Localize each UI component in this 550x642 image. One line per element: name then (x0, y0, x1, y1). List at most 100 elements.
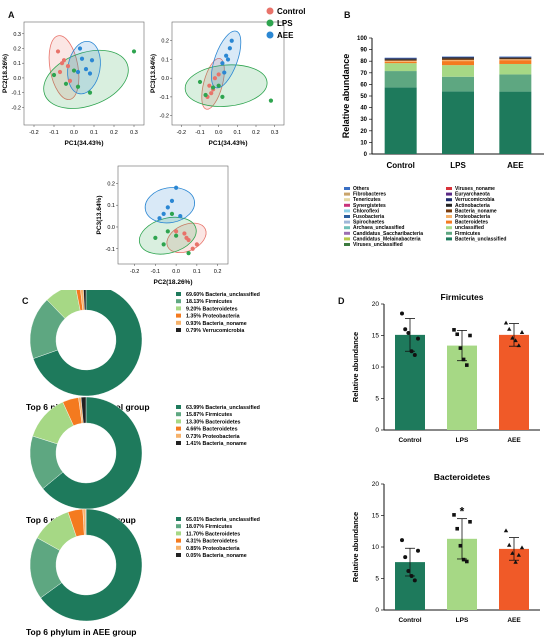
donut-slice-verrucomicrobia (83, 290, 87, 311)
y-tick-label: 40 (360, 106, 367, 112)
x-tick-label: -0.2 (130, 269, 139, 275)
y-tick-label: 10 (372, 544, 380, 551)
legend-label: 0.93% Bacteria_noname (186, 321, 247, 327)
data-point-lps (210, 85, 216, 90)
legend-label: 1.41% Bacteria_noname (186, 441, 247, 447)
bar-segment-firmicutes (499, 74, 532, 92)
panel-label-b: B (344, 10, 351, 20)
data-point-control (216, 72, 221, 77)
bar-segment-proteobacteria (442, 59, 474, 62)
legend-label: Euryarchaeota (455, 192, 490, 198)
legend-swatch (344, 203, 350, 207)
legend-swatch (446, 209, 452, 213)
legend-swatch (344, 237, 350, 241)
donut-slice-bacteria-noname (80, 396, 87, 424)
x-tick-label: 0.0 (70, 130, 78, 136)
x-tick-label: 0.3 (271, 130, 279, 136)
sample-point-square (468, 520, 472, 524)
category-label: AEE (507, 617, 521, 624)
bar-segment-firmicutes (384, 71, 417, 88)
data-point-aee (169, 198, 175, 203)
sample-point-circle (400, 311, 404, 316)
legend-label: Fusobacteria (353, 214, 384, 220)
x-tick-label: -0.2 (177, 130, 186, 136)
x-tick-label: -0.1 (195, 130, 204, 136)
confidence-ellipse-lps (43, 49, 129, 109)
data-point-aee (83, 66, 89, 72)
bar-segment-bacteria_noname (384, 59, 417, 61)
y-axis-label: Relative abundance (351, 332, 360, 402)
sample-point-circle (400, 538, 404, 543)
sample-point-triangle (513, 559, 518, 564)
y-tick-label: 0.1 (161, 57, 169, 63)
category-label: Control (386, 161, 414, 170)
donut-slice-bacteria-unclassified (40, 508, 143, 622)
y-axis-label: Relative abundance (351, 512, 360, 582)
legend-swatch (446, 187, 452, 190)
legend-label: 18.13% Firmicutes (186, 299, 232, 305)
bar-segment-actinobacteria (384, 58, 417, 60)
legend-swatch (176, 292, 181, 296)
chart-title: Bacteroidetes (434, 472, 490, 482)
x-tick-label: 0.2 (252, 130, 260, 136)
legend-label: 13.30% Bacteroidetes (186, 419, 241, 425)
x-axis-label: PC1(34.43%) (64, 140, 103, 147)
legend-label: 0.79% Verrucomicrobia (186, 328, 244, 334)
sample-point-circle (416, 336, 420, 341)
y-axis-label: PC2(18.26%) (2, 54, 9, 93)
y-tick-label: 0.1 (13, 61, 21, 67)
data-point-lps (131, 49, 137, 54)
legend-swatch (344, 226, 350, 230)
firmicutes-bar-chart: Firmicutes 0 5 10 15 20 Relative abundance Cont… (351, 292, 540, 444)
y-tick-label: 0.1 (107, 203, 115, 209)
sample-point-triangle (507, 326, 512, 331)
x-tick-label: 0.1 (234, 130, 242, 136)
category-label: Control (398, 437, 421, 444)
data-point-control (194, 242, 199, 247)
bar-segment-bacteria_unclassified (442, 91, 474, 154)
data-point-control (55, 49, 61, 54)
legend-label: Actinobacteria (455, 203, 490, 209)
x-tick-label: 0.2 (214, 269, 222, 275)
y-axis-label: PC3(13.64%) (96, 195, 103, 234)
y-tick-label: 100 (357, 36, 368, 42)
y-tick-label: 0 (375, 607, 379, 614)
y-tick-label: 0.0 (161, 76, 169, 82)
x-tick-label: 0.0 (215, 130, 223, 136)
legend-swatch (344, 243, 350, 246)
sample-point-circle (406, 568, 411, 573)
panel-label-d: D (338, 296, 345, 306)
legend-swatch (176, 328, 181, 332)
y-axis-label: PC3(13.64%) (150, 54, 157, 93)
x-tick-label: -0.1 (49, 130, 58, 136)
data-point-lps (220, 94, 225, 100)
data-point-control (182, 231, 187, 236)
bar-segment-unclassified (442, 65, 474, 77)
legend-label: Proteobacteria (455, 214, 490, 220)
sample-point-triangle (510, 551, 515, 555)
legend-label: 1.35% Proteobacteria (186, 314, 240, 320)
bar-aee (499, 334, 529, 430)
sample-point-square (458, 346, 463, 350)
sample-point-circle (416, 548, 420, 553)
sample-point-square (452, 328, 456, 332)
x-tick-label: -0.1 (151, 269, 160, 275)
y-tick-label: -0.1 (12, 91, 21, 97)
data-point-control (184, 235, 189, 240)
legend-swatch (446, 192, 452, 196)
y-tick-label: -0.2 (160, 114, 169, 120)
legend-swatch (176, 538, 181, 543)
data-point-lps (197, 79, 203, 85)
sample-point-square (452, 513, 456, 517)
pca-plot-pc1-pc2: -0.2 -0.1 0.0 0.1 0.2 0.3 -0.2 -0.1 0.0 0.1 0.2 0.3… (2, 21, 145, 147)
sample-point-triangle (513, 338, 518, 343)
data-point-control (61, 58, 67, 63)
y-tick-label: 5 (375, 576, 379, 583)
legend-label: 4.31% Bacteroidetes (186, 539, 238, 545)
data-point-aee (222, 70, 227, 75)
data-point-lps (161, 242, 166, 247)
legend-swatch (176, 320, 181, 325)
legend-label: unclassified (455, 225, 484, 231)
y-tick-label: 0 (364, 152, 368, 158)
data-point-lps (203, 92, 208, 98)
